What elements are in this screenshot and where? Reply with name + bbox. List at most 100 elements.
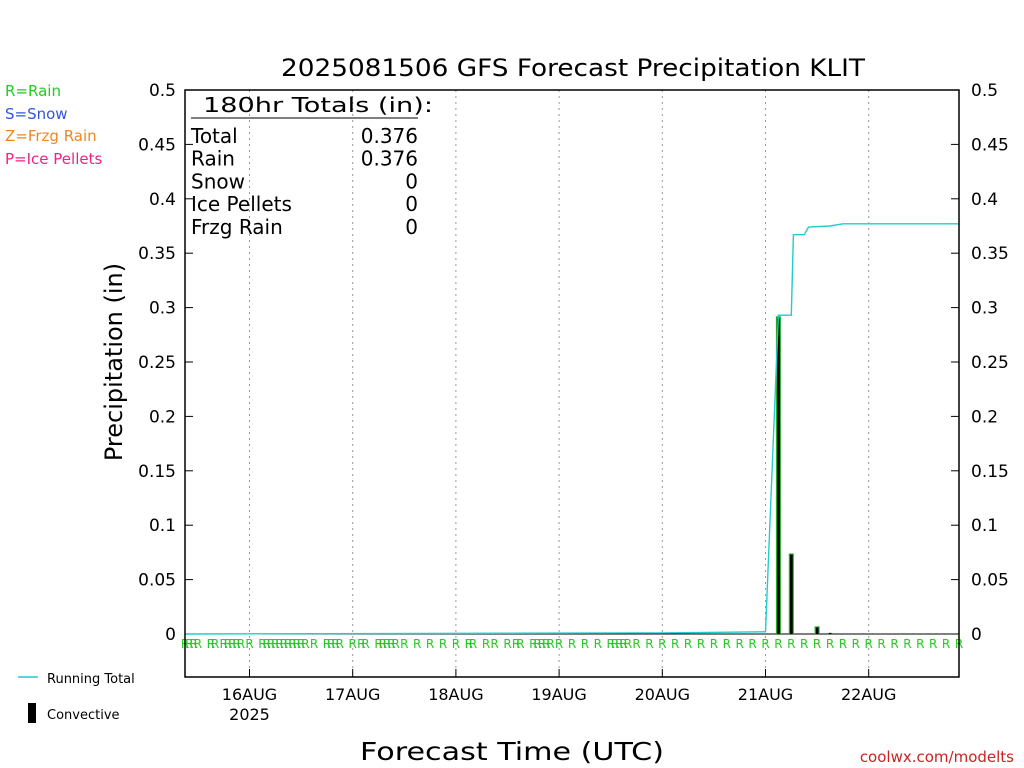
rain-marker: R bbox=[903, 637, 911, 651]
y-axis-label: Precipitation (in) bbox=[100, 263, 128, 461]
rain-marker: R bbox=[426, 637, 434, 651]
rain-marker: R bbox=[379, 637, 387, 651]
rain-marker: R bbox=[194, 637, 202, 651]
x-axis-label: Forecast Time (UTC) bbox=[360, 737, 664, 766]
y-tick-label-right: 0.15 bbox=[971, 462, 1009, 482]
rain-marker: R bbox=[615, 637, 623, 651]
y-tick-label-right: 0.5 bbox=[971, 81, 998, 101]
x-tick-label: 22AUG bbox=[841, 685, 896, 704]
rain-marker: R bbox=[482, 637, 490, 651]
y-tick-label-left: 0.4 bbox=[149, 190, 176, 210]
convective-legend-label: Convective bbox=[47, 708, 120, 723]
rain-marker: R bbox=[516, 637, 524, 651]
rain-marker: R bbox=[632, 637, 640, 651]
legend-frzg-rain: Z=Frzg Rain bbox=[5, 127, 97, 145]
totals-row-label: Rain bbox=[191, 147, 235, 171]
running-total-path bbox=[184, 223, 959, 635]
rain-marker: R bbox=[288, 637, 296, 651]
rain-marker: R bbox=[800, 637, 808, 651]
rain-marker: R bbox=[357, 637, 365, 651]
rain-marker: R bbox=[211, 637, 219, 651]
totals-box: 180hr Totals (in): Total 0.376 Rain 0.376 Sn… bbox=[190, 93, 433, 239]
convective-legend-swatch bbox=[28, 703, 36, 723]
rain-marker: R bbox=[232, 637, 240, 651]
y-tick-label-right: 0.45 bbox=[971, 135, 1009, 155]
rain-marker: R bbox=[658, 637, 666, 651]
y-tick-label-right: 0.3 bbox=[971, 299, 998, 319]
legend-snow: S=Snow bbox=[5, 105, 68, 123]
rain-marker: R bbox=[865, 637, 873, 651]
rain-marker: R bbox=[383, 637, 391, 651]
totals-row-label: Snow bbox=[191, 169, 245, 193]
rain-marker: R bbox=[594, 637, 602, 651]
rain-marker: R bbox=[619, 637, 627, 651]
y-tick-label-left: 0.45 bbox=[138, 135, 176, 155]
rain-marker: R bbox=[331, 637, 339, 651]
totals-row-label: Frzg Rain bbox=[191, 215, 283, 239]
totals-row-value: 0.376 bbox=[361, 147, 418, 171]
y-tick-label-left: 0.3 bbox=[149, 299, 176, 319]
rain-marker: R bbox=[267, 637, 275, 651]
rain-marker: R bbox=[271, 637, 279, 651]
rain-marker: R bbox=[787, 637, 795, 651]
y-tick-label-left: 0.2 bbox=[149, 407, 176, 427]
y-tick-label-right: 0.1 bbox=[971, 516, 998, 536]
x-tick-label: 21AUG bbox=[738, 685, 793, 704]
y-tick-label-left: 0.1 bbox=[149, 516, 176, 536]
rain-marker: R bbox=[439, 637, 447, 651]
rain-marker: R bbox=[538, 637, 546, 651]
rain-marker: R bbox=[774, 637, 782, 651]
y-tick-label-left: 0.05 bbox=[138, 571, 176, 591]
rain-marker: R bbox=[568, 637, 576, 651]
rain-marker: R bbox=[624, 637, 632, 651]
rain-marker: R bbox=[929, 637, 937, 651]
rain-marker: R bbox=[452, 637, 460, 651]
rain-marker: R bbox=[336, 637, 344, 651]
convective-bar bbox=[815, 627, 819, 634]
totals-row-value: 0 bbox=[405, 192, 418, 216]
rain-marker: R bbox=[890, 637, 898, 651]
rain-marker: R bbox=[942, 637, 950, 651]
x-tick-label: 19AUG bbox=[531, 685, 586, 704]
y-axis-left: 0 0.05 0.1 0.15 0.2 0.25 0.3 0.35 0.4 0.45 0.5 bbox=[138, 81, 193, 645]
y-tick-label-right: 0.25 bbox=[971, 353, 1009, 373]
x-tick-label: 17AUG bbox=[325, 685, 380, 704]
rain-marker: R bbox=[400, 637, 408, 651]
x-tick-label: 16AUG bbox=[222, 685, 277, 704]
rain-marker: R bbox=[297, 637, 305, 651]
totals-row-value: 0 bbox=[405, 169, 418, 193]
rain-marker: R bbox=[301, 637, 309, 651]
y-tick-label-left: 0.25 bbox=[138, 353, 176, 373]
running-total-line bbox=[184, 223, 959, 635]
rain-marker: R bbox=[263, 637, 271, 651]
rain-marker: R bbox=[512, 637, 520, 651]
y-tick-label-left: 0.35 bbox=[138, 244, 176, 264]
totals-header: 180hr Totals (in): bbox=[203, 93, 433, 117]
rain-marker: R bbox=[748, 637, 756, 651]
rain-marker: R bbox=[245, 637, 253, 651]
legend-ice-pellets: P=Ice Pellets bbox=[5, 150, 102, 168]
rain-marker: R bbox=[237, 637, 245, 651]
totals-row-value: 0.376 bbox=[361, 124, 418, 148]
rain-marker: R bbox=[310, 637, 318, 651]
legend-rain: R=Rain bbox=[5, 82, 61, 100]
x-tick-label: 18AUG bbox=[428, 685, 483, 704]
rain-marker: R bbox=[361, 637, 369, 651]
rain-marker: R bbox=[671, 637, 679, 651]
grid bbox=[185, 90, 959, 677]
rain-marker: R bbox=[607, 637, 615, 651]
rain-marker: R bbox=[392, 637, 400, 651]
credit-text: coolwx.com/modelts bbox=[860, 748, 1014, 766]
y-axis-right: 0 0.05 0.1 0.15 0.2 0.25 0.3 0.35 0.4 0.45 0.5 bbox=[951, 81, 1009, 645]
y-tick-label-left: 0.15 bbox=[138, 462, 176, 482]
rain-marker: R bbox=[736, 637, 744, 651]
y-tick-label-right: 0.35 bbox=[971, 244, 1009, 264]
convective-bar bbox=[828, 632, 832, 634]
rain-marker: R bbox=[546, 637, 554, 651]
totals-row-label: Ice Pellets bbox=[191, 192, 292, 216]
convective-bar bbox=[790, 554, 793, 634]
rain-marker: R bbox=[185, 637, 193, 651]
rain-marker: R bbox=[611, 637, 619, 651]
